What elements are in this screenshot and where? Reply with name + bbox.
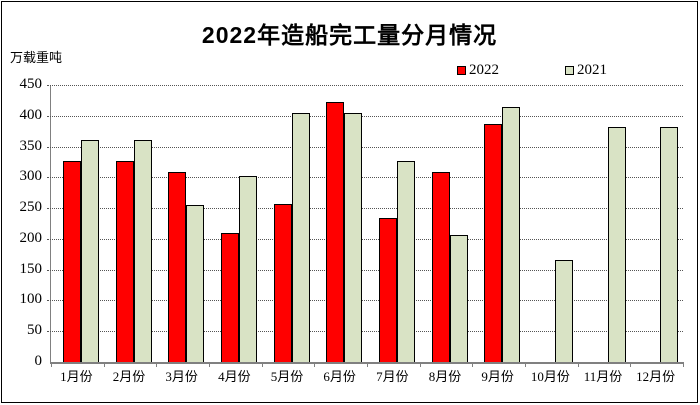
x-axis-tick (630, 362, 632, 367)
bar-2022-1月份 (63, 161, 81, 362)
bar-2021-3月份 (186, 205, 205, 362)
bar-2022-3月份 (168, 171, 187, 362)
y-axis-tick-label: 50 (27, 322, 42, 339)
bar-2022-2月份 (115, 161, 134, 362)
x-axis-tick (525, 362, 526, 367)
x-axis-line (50, 362, 683, 364)
y-axis-tick-label: 250 (19, 199, 43, 216)
legend-swatch-2022-icon (457, 65, 466, 75)
gridline-350 (47, 146, 683, 148)
bar-2021-12月份 (660, 127, 679, 362)
plot-area (47, 85, 684, 367)
y-axis-unit-label: 万载重吨 (10, 50, 63, 65)
x-axis-tick (683, 362, 684, 367)
bar-2022-4月份 (221, 232, 239, 362)
y-axis-tick-label: 200 (19, 229, 43, 246)
bar-2021-1月份 (81, 139, 99, 362)
y-axis-tick-label: 300 (19, 168, 43, 185)
legend-item-2021: 2021 (565, 61, 607, 79)
bar-2022-5月份 (273, 204, 292, 362)
x-axis-label-7月份: 7月份 (376, 369, 409, 384)
y-axis-tick-label: 450 (19, 76, 43, 92)
bar-2021-10月份 (555, 259, 573, 362)
legend-label-2021: 2021 (577, 61, 607, 78)
bar-2022-6月份 (326, 102, 345, 362)
gridline-450 (47, 85, 683, 86)
bar-2021-9月份 (502, 106, 521, 362)
gridline-400 (47, 115, 683, 117)
gridline-250 (47, 208, 683, 210)
bar-2021-11月份 (607, 127, 626, 362)
legend: 2022 2021 (457, 61, 607, 79)
bar-2021-7月份 (397, 160, 415, 362)
x-axis-tick (367, 362, 368, 367)
bar-2021-2月份 (133, 139, 152, 362)
legend-item-2022: 2022 (457, 61, 499, 79)
x-axis-tick (209, 362, 210, 367)
gridline-300 (47, 177, 683, 179)
x-axis-label-12月份: 12月份 (636, 369, 676, 384)
gridline-150 (47, 269, 683, 271)
gridline-200 (47, 238, 683, 240)
x-axis-label-11月份: 11月份 (583, 369, 623, 384)
chart-title: 2022年造船完工量分月情况 (201, 22, 498, 48)
bar-2022-8月份 (431, 171, 450, 362)
x-axis-label-10月份: 10月份 (530, 369, 570, 384)
x-axis-tick (314, 362, 316, 367)
x-axis-tick (51, 362, 52, 367)
bar-2021-5月份 (291, 113, 310, 362)
bar-2021-6月份 (344, 112, 363, 362)
legend-swatch-2021-icon (565, 65, 574, 75)
x-axis-tick (261, 362, 263, 367)
x-axis-label-9月份: 9月份 (481, 369, 514, 384)
x-axis-label-3月份: 3月份 (165, 369, 198, 384)
x-axis-label-4月份: 4月份 (218, 369, 251, 384)
x-axis-tick (419, 362, 421, 367)
x-axis-tick (103, 362, 105, 367)
gridline-100 (47, 300, 683, 302)
x-axis-label-2月份: 2月份 (112, 369, 146, 384)
x-axis-label-8月份: 8月份 (428, 369, 462, 384)
y-axis-tick-label: 0 (34, 353, 43, 369)
x-axis-label-5月份: 5月份 (270, 369, 304, 384)
gridline-50 (47, 331, 683, 333)
x-axis-tick (156, 362, 158, 367)
x-axis-label-1月份: 1月份 (60, 369, 93, 384)
x-axis-tick (472, 362, 474, 367)
y-axis-tick-label: 150 (19, 260, 43, 277)
bar-2021-8月份 (449, 234, 468, 362)
bar-2022-9月份 (484, 124, 503, 362)
bar-2021-4月份 (239, 176, 257, 362)
x-axis-label-6月份: 6月份 (323, 369, 356, 384)
legend-label-2022: 2022 (469, 61, 499, 78)
y-axis-tick-label: 400 (19, 106, 43, 123)
x-axis-tick (577, 362, 579, 367)
y-axis-tick-label: 100 (19, 291, 43, 308)
y-axis-tick-label: 350 (19, 137, 43, 154)
bar-2022-7月份 (379, 217, 397, 362)
